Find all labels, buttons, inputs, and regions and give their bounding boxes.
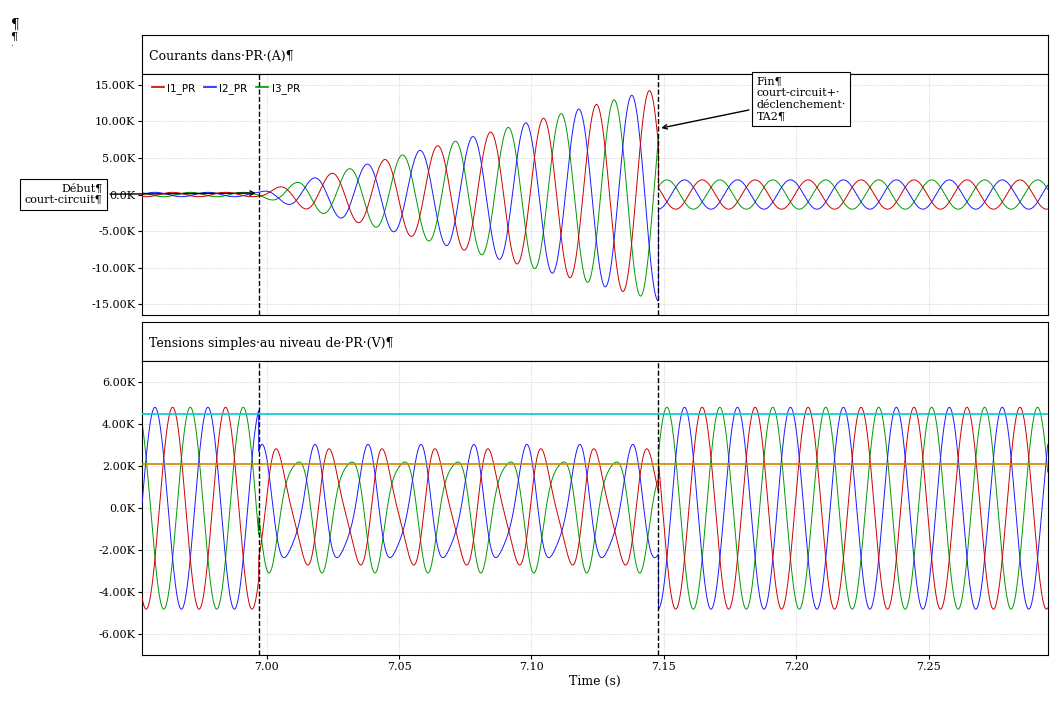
X-axis label: Time (s): Time (s)	[569, 675, 621, 688]
Text: ¶: ¶	[11, 32, 18, 41]
Text: Courants dans·PR·(A)¶: Courants dans·PR·(A)¶	[150, 50, 294, 63]
Text: ¶: ¶	[11, 18, 19, 32]
Text: Fin¶
court-circuit+·
déclenchement·
TA2¶: Fin¶ court-circuit+· déclenchement· TA2¶	[662, 77, 846, 129]
Legend: I1_PR, I2_PR, I3_PR: I1_PR, I2_PR, I3_PR	[147, 79, 304, 98]
Text: ·: ·	[11, 42, 13, 50]
Text: Tensions simples·au niveau de·PR·(V)¶: Tensions simples·au niveau de·PR·(V)¶	[150, 337, 394, 350]
Text: Début¶
court-circuit¶: Début¶ court-circuit¶	[24, 184, 255, 205]
